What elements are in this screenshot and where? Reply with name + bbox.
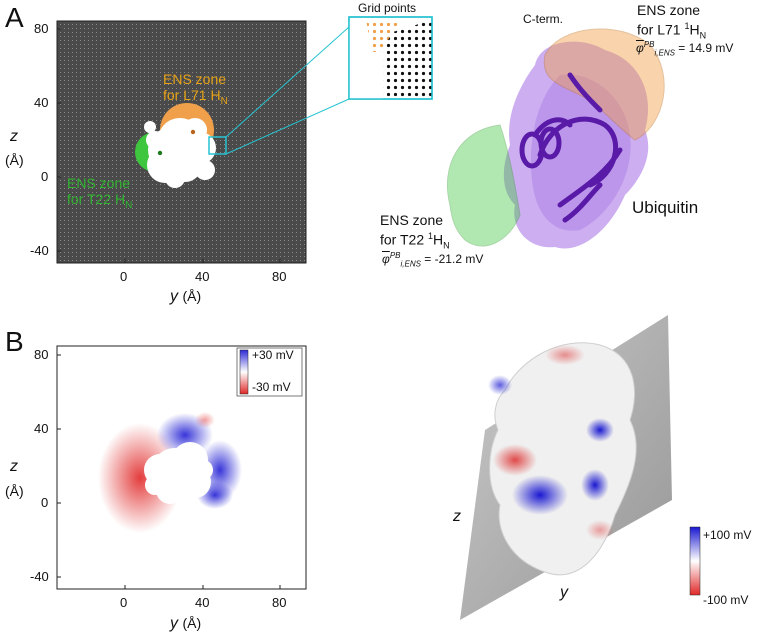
ens-t22-structure-line1: ENS zone: [380, 212, 444, 228]
t22-atom-dot: [157, 150, 163, 156]
panel-b-x-axis-symbol: y: [170, 615, 178, 632]
t22-phi-value: φPBi,ENS = -21.2 mV: [382, 251, 483, 268]
l71-phi-value: φPBi,ENS = 14.9 mV: [636, 40, 733, 57]
ens-t22-label-a-sub: N: [125, 199, 133, 211]
panel-b-ytick-2: 0: [41, 495, 49, 510]
panel-b-ticks: [57, 354, 281, 589]
ens-t22-structure-sub: N: [443, 240, 450, 251]
t22-phi-sup: PB: [389, 251, 401, 260]
panel-a-ytick-1: 40: [34, 95, 49, 110]
callout-line-upper: [225, 26, 350, 138]
cterm-label: C-term.: [523, 12, 563, 26]
grid-points-black-region: [383, 20, 432, 99]
panel-b-legend-bar: [239, 349, 249, 395]
grid-points-title: Grid points: [358, 1, 417, 15]
ens-t22-label-a-line2: for T22 HN: [67, 191, 132, 214]
ens-l71-structure-line1: ENS zone: [637, 2, 701, 18]
ens-t22-label-a-line1: ENS zone: [67, 175, 131, 191]
ens-l71-structure-sup: 1: [684, 21, 690, 31]
protein-blob-a: [144, 118, 216, 188]
ens-l71-structure-line2: for L71 1HN: [637, 18, 706, 43]
electrostatic-surface-3d: [460, 315, 701, 620]
ens-l71-label-a-sub: N: [220, 95, 228, 107]
panel-a-x-axis-unit: (Å): [182, 288, 202, 304]
surface-positive-patch: [512, 475, 568, 515]
ens-t22-structure-line2: for T22 1HN: [380, 228, 450, 253]
panel-a-x-axis-symbol: y: [170, 288, 178, 305]
ubiquitin-structure: [446, 28, 665, 249]
l71-phi-sup: PB: [643, 40, 655, 49]
panel-b-xtick-0: 0: [120, 595, 128, 610]
t22-phi-sub: i,ENS: [400, 259, 421, 269]
ens-t22-mesh: [446, 124, 521, 247]
ens-t22-label-a: ENS zone for T22 HN: [67, 175, 132, 214]
panel-a-letter: A: [5, 2, 24, 33]
panel-b-ytick-0: 80: [34, 347, 49, 362]
surface-legend-neg: -100 mV: [703, 593, 749, 607]
panel-b-y-axis-unit: (Å): [5, 483, 24, 499]
ens-t22-structure-h: H: [433, 231, 444, 248]
panel-b-ytick-3: -40: [30, 569, 49, 584]
l71-atom-dot: [190, 129, 196, 135]
t22-phi-number: = -21.2 mV: [424, 252, 484, 266]
panel-b-ytick-1: 40: [34, 421, 49, 436]
ens-l71-label-a-text: for L71 H: [163, 87, 221, 103]
panel-a-y-axis-symbol: z: [10, 128, 18, 145]
protein-blob-b: [144, 442, 213, 504]
panel-a-ytick-0: 80: [34, 21, 49, 36]
ens-l71-structure-text: for L71: [637, 21, 685, 38]
ens-l71-label-a: ENS zone for L71 HN: [163, 71, 228, 110]
panel-b-letter: B: [5, 326, 24, 357]
ens-l71-label-a-line2: for L71 HN: [163, 87, 228, 110]
callout-box-small: [208, 136, 227, 155]
ens-l71-label-structure: ENS zone for L71 1HN: [637, 2, 706, 43]
panel-b-legend-neg: -30 mV: [252, 380, 291, 394]
panel-b-xtick-1: 40: [195, 595, 210, 610]
l71-phi-number: = 14.9 mV: [678, 41, 734, 55]
negative-potential-region: [98, 423, 182, 533]
panel-b-x-axis-unit: (Å): [182, 615, 202, 631]
surface-legend-pos: +100 mV: [703, 528, 752, 542]
ens-l71-structure-sub: N: [699, 30, 707, 41]
surface-negative-patch: [493, 444, 537, 476]
ubiquitin-ribbon: [519, 72, 623, 223]
ubiquitin-label: Ubiquitin: [632, 198, 699, 217]
plane-y-label: y: [560, 584, 568, 601]
callout-line-lower: [225, 98, 350, 155]
panel-a-xtick-2: 80: [272, 269, 287, 284]
panel-b-legend-pos: +30 mV: [252, 348, 294, 362]
ens-t22-structure-sup: 1: [428, 231, 434, 241]
panel-a-ytick-2: 0: [41, 169, 49, 184]
grid-points-orange-region: [366, 20, 400, 52]
plane-z-label: z: [453, 508, 461, 525]
ens-t22-structure-text: for T22: [380, 231, 428, 248]
panel-b-xtick-2: 80: [272, 595, 287, 610]
ens-l71-structure-h: H: [689, 21, 700, 38]
ens-t22-label-a-text: for T22 H: [67, 191, 126, 207]
panel-a-y-axis-unit: (Å): [5, 152, 24, 168]
l71-phi-symbol: φ: [636, 41, 644, 55]
ens-l71-mesh: [543, 28, 665, 141]
panel-b-x-axis-label: y (Å): [170, 615, 201, 633]
panel-a-ticks: [57, 28, 281, 263]
panel-b-y-axis-symbol: z: [10, 458, 18, 475]
panel-a-xtick-0: 0: [120, 269, 128, 284]
ens-l71-label-a-line1: ENS zone: [163, 71, 227, 87]
grid-points-white-void: [349, 20, 383, 99]
l71-phi-sub: i,ENS: [654, 48, 675, 58]
ens-t22-label-structure: ENS zone for T22 1HN: [380, 212, 450, 253]
surface-legend-bar: [689, 526, 701, 596]
panel-a-xtick-1: 40: [195, 269, 210, 284]
panel-a-ytick-3: -40: [30, 243, 49, 258]
t22-phi-symbol: φ: [382, 252, 390, 266]
panel-a-x-axis-label: y (Å): [170, 288, 201, 306]
